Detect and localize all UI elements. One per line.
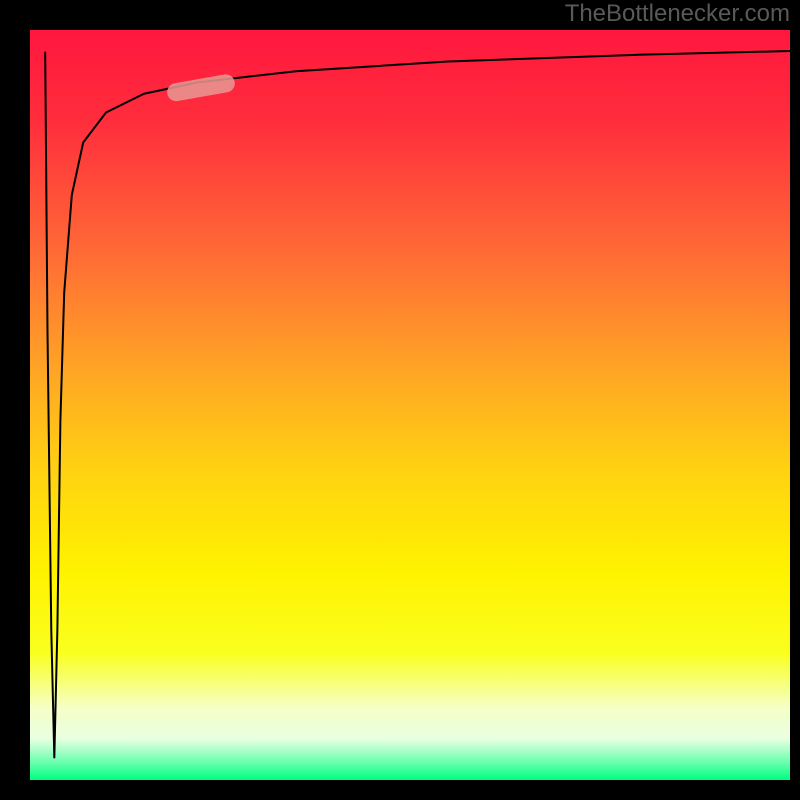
watermark-text: TheBottlenecker.com	[565, 0, 790, 28]
plot-background	[30, 30, 790, 780]
bottleneck-chart	[0, 0, 800, 800]
page-root: TheBottlenecker.com	[0, 0, 800, 800]
